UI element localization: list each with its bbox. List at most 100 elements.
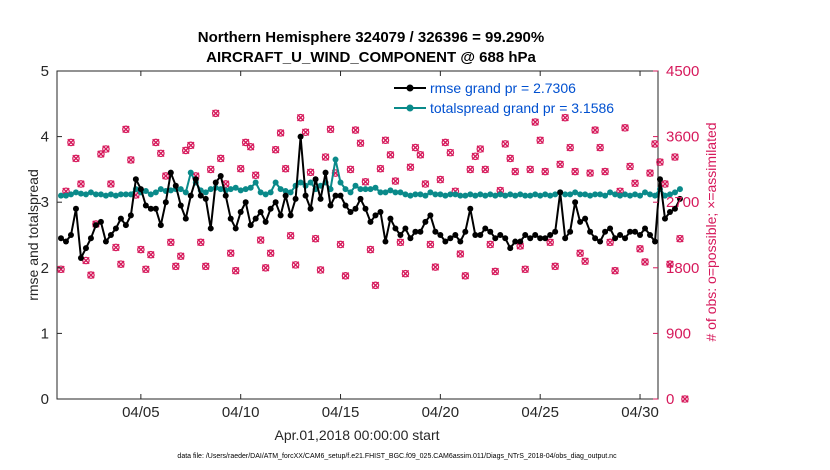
obs-assimilated-marker [172,262,180,271]
spread-point [202,189,209,196]
obs-point [256,236,265,244]
obs-possible-marker [416,151,425,159]
spread-point [661,192,668,199]
rmse-point [267,205,274,212]
obs-possible-marker [271,145,280,154]
obs-point [601,167,609,176]
obs-point [486,240,495,249]
obs-possible-marker [57,265,65,274]
obs-possible-marker [466,165,475,174]
rmse-point [257,209,264,216]
obs-point [631,179,639,188]
rmse-point [227,215,234,222]
obs-possible-marker [546,238,554,247]
obs-point [152,138,160,147]
rmse-point [362,205,369,212]
obs-assimilated-marker [112,243,120,252]
obs-point [361,177,370,186]
obs-assimilated-marker [501,140,509,148]
spread-point [72,189,79,196]
rmse-point [322,169,329,176]
obs-possible-marker [201,262,210,271]
rmse-point [217,172,224,179]
obs-possible-marker [566,143,574,152]
spread-point [502,192,509,199]
obs-assimilated-marker [576,249,584,257]
obs-possible-marker [626,162,634,171]
obs-possible-marker [162,172,170,180]
obs-assimilated-marker [541,167,549,176]
rmse-point [307,205,314,212]
obs-possible-marker [142,265,150,274]
obs-point [471,152,480,161]
rmse-point [117,215,124,222]
obs-possible-marker [291,261,300,269]
spread-point [627,192,634,199]
obs-possible-marker [426,240,435,249]
spread-point [532,191,539,198]
rmse-point [182,215,189,222]
spread-point [442,192,449,199]
obs-assimilated-marker [546,238,554,246]
spread-point [57,192,64,199]
spread-point [207,186,214,193]
rmse-point [172,182,179,189]
obs-assimilated-marker [177,252,185,260]
spread-point [652,192,659,199]
spread-point [617,192,624,199]
rmse-point [112,225,119,232]
obs-assimilated-marker [87,271,95,279]
obs-possible-marker [671,153,679,161]
chart-title: Northern Hemisphere 324079 / 326396 = 99… [198,29,544,46]
rmse-point [517,238,524,245]
x-tick-label: 04/20 [422,404,460,421]
obs-possible-marker [256,236,265,244]
rmse-point [492,235,499,242]
obs-point [466,165,475,174]
spread-point [122,191,129,198]
obs-possible-marker [486,240,495,249]
rmse-point [382,238,389,245]
obs-assimilated-marker [67,138,75,147]
obs-point [526,165,535,174]
obs-possible-marker [386,151,395,159]
obs-point [536,136,544,145]
rmse-point [402,225,409,232]
obs-point [346,165,355,174]
obs-possible-marker [306,168,315,177]
obs-point [167,238,175,247]
obs-point [72,154,80,163]
obs-possible-marker [666,260,674,268]
obs-point [211,109,220,118]
spread-point [417,191,424,198]
rmse-point [572,199,579,206]
spread-point [382,189,389,196]
spread-point [407,192,414,199]
obs-point [531,118,540,126]
y-left-tick-label: 4 [41,129,49,146]
obs-assimilated-marker [591,126,599,134]
spread-point [62,192,69,199]
obs-possible-marker [316,266,325,274]
obs-point [571,167,579,176]
obs-possible-marker [421,180,430,188]
spread-point [412,191,419,198]
obs-assimilated-marker [596,143,604,152]
obs-assimilated-marker [551,262,559,271]
obs-assimilated-marker [356,139,365,147]
obs-possible-marker [241,138,250,147]
spread-point [277,186,284,193]
obs-point [651,140,659,148]
obs-point [586,169,594,177]
obs-possible-marker [536,136,544,145]
spread-point [97,191,104,198]
rmse-point [82,245,89,252]
rmse-point [507,245,514,252]
obs-point [656,158,664,166]
obs-possible-marker [311,234,320,243]
obs-markers [57,109,689,403]
obs-possible-marker [152,138,160,147]
rmse-point [602,228,609,235]
obs-possible-marker [251,171,260,180]
